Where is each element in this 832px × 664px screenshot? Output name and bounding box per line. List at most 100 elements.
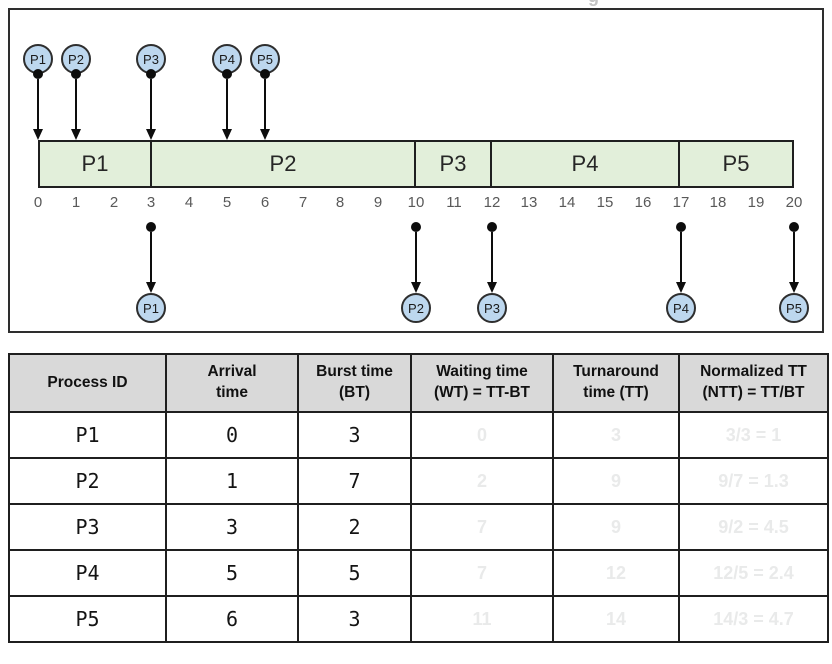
arrow-down-icon [71,129,81,140]
marker-dot [222,69,232,79]
process-bubble-label: P5 [257,51,273,67]
arrow-down-icon [146,282,156,293]
table-row: P2 1 7 2 9 9/7 = 1.3 [8,457,829,505]
marker-dot [411,222,421,232]
gantt-bar: P1 P2 P3 P4 P5 [38,140,794,188]
arrow-down-icon [222,129,232,140]
arrow-down-icon [33,129,43,140]
tick-label: 10 [407,194,425,211]
tick-label: 19 [747,194,765,211]
arrow-stem [264,79,266,129]
gantt-segment-p5: P5 [680,142,792,186]
table-header-row: Process ID Arrival time Burst time (BT) Wa… [8,353,829,413]
clipped-title-fragment: g [588,0,612,6]
gantt-segment-p1: P1 [40,142,152,186]
table-row: P1 0 3 0 3 3/3 = 1 [8,411,829,459]
cell-pid: P5 [8,595,167,643]
cell-turnaround: 9 [552,457,680,505]
arrow-down-icon [487,282,497,293]
tick-label: 5 [222,194,232,211]
table-row: P4 5 5 7 12 12/5 = 2.4 [8,549,829,597]
process-bubble: P3 [477,293,507,323]
col-header-burst-time: Burst time (BT) [297,353,412,413]
arrow-stem [680,232,682,282]
cell-pid: P3 [8,503,167,551]
arrival-marker-p5: P5 [250,44,280,140]
arrow-down-icon [789,282,799,293]
cell-arrival: 1 [165,457,299,505]
tick-label: 4 [184,194,194,211]
arrow-down-icon [676,282,686,293]
cell-arrival: 3 [165,503,299,551]
tick-label: 17 [672,194,690,211]
process-table: Process ID Arrival time Burst time (BT) Wa… [8,353,829,643]
process-bubble-label: P2 [68,51,84,67]
cell-ntt: 9/7 = 1.3 [678,457,829,505]
arrow-stem [150,79,152,129]
cell-turnaround: 9 [552,503,680,551]
arrival-marker-p1: P1 [23,44,53,140]
marker-dot [260,69,270,79]
tick-label: 13 [520,194,538,211]
process-bubble-label: P3 [143,51,159,67]
gantt-segment-p4: P4 [492,142,680,186]
cell-waiting: 0 [410,411,554,459]
gantt-segment-p2: P2 [152,142,416,186]
tick-label: 7 [298,194,308,211]
cell-burst: 2 [297,503,412,551]
cell-waiting: 7 [410,549,554,597]
completion-marker-p3: P3 [477,222,507,323]
tick-label: 1 [71,194,81,211]
marker-dot [487,222,497,232]
arrow-down-icon [411,282,421,293]
arrival-marker-p4: P4 [212,44,242,140]
process-bubble-label: P4 [673,300,689,316]
cell-ntt: 14/3 = 4.7 [678,595,829,643]
marker-dot [71,69,81,79]
arrow-stem [415,232,417,282]
cell-arrival: 0 [165,411,299,459]
tick-label: 0 [33,194,43,211]
col-header-turnaround-time: Turnaround time (TT) [552,353,680,413]
arrival-marker-p3: P3 [136,44,166,140]
tick-label: 14 [558,194,576,211]
tick-label: 3 [146,194,156,211]
cell-arrival: 6 [165,595,299,643]
completion-marker-p5: P5 [779,222,809,323]
table-row: P3 3 2 7 9 9/2 = 4.5 [8,503,829,551]
gantt-segment-p3: P3 [416,142,492,186]
tick-label: 16 [634,194,652,211]
completion-marker-p4: P4 [666,222,696,323]
cell-turnaround: 14 [552,595,680,643]
tick-label: 20 [785,194,803,211]
tick-label: 8 [335,194,345,211]
process-bubble: P2 [401,293,431,323]
cell-waiting: 7 [410,503,554,551]
col-header-process-id: Process ID [8,353,167,413]
arrow-stem [793,232,795,282]
cell-arrival: 5 [165,549,299,597]
tick-label: 11 [446,194,462,211]
segment-label: P3 [439,151,467,176]
clipped-title-text: g [588,0,612,6]
marker-dot [33,69,43,79]
process-bubble-label: P4 [219,51,235,67]
arrow-stem [150,232,152,282]
cell-burst: 3 [297,595,412,643]
arrow-stem [37,79,39,129]
arrow-down-icon [260,129,270,140]
arrow-down-icon [146,129,156,140]
cell-burst: 3 [297,411,412,459]
tick-label: 12 [483,194,501,211]
table-row: P5 6 3 11 14 14/3 = 4.7 [8,595,829,643]
tick-label: 2 [109,194,119,211]
tick-label: 18 [709,194,727,211]
marker-dot [146,69,156,79]
tick-label: 6 [260,194,270,211]
process-bubble-label: P1 [143,300,159,316]
cell-pid: P4 [8,549,167,597]
arrow-stem [226,79,228,129]
col-header-waiting-time: Waiting time (WT) = TT-BT [410,353,554,413]
marker-dot [146,222,156,232]
process-bubble-label: P1 [30,51,46,67]
